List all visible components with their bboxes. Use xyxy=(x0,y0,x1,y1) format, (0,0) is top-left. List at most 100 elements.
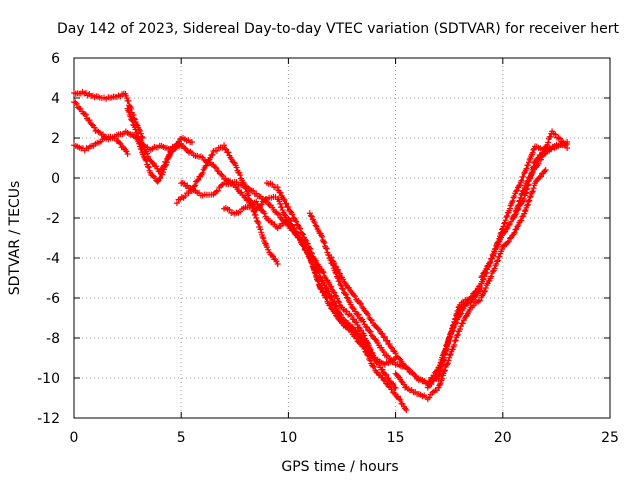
data-point-marker xyxy=(233,164,240,171)
y-tick-label: 0 xyxy=(51,171,60,187)
data-point-marker xyxy=(503,214,510,221)
data-point-marker xyxy=(451,338,458,345)
data-point-marker xyxy=(481,288,488,295)
data-point-marker xyxy=(524,202,531,209)
data-point-marker xyxy=(192,182,199,189)
data-point-marker xyxy=(341,290,348,297)
data-point-marker xyxy=(521,208,528,215)
data-point-marker xyxy=(300,231,307,238)
data-point-marker xyxy=(389,389,396,396)
data-point-marker xyxy=(462,313,469,320)
data-point-marker xyxy=(136,140,143,147)
data-point-marker xyxy=(255,203,262,210)
data-point-marker xyxy=(144,163,151,170)
y-tick-label: -6 xyxy=(46,291,60,307)
data-point-marker xyxy=(287,218,294,225)
data-point-marker xyxy=(383,380,390,387)
data-point-marker xyxy=(453,319,460,326)
data-point-marker xyxy=(513,210,520,217)
data-point-marker xyxy=(365,352,372,359)
y-tick-label: -4 xyxy=(46,251,60,267)
data-point-marker xyxy=(478,274,485,281)
data-point-marker xyxy=(280,195,287,202)
data-point-marker xyxy=(534,155,541,162)
data-point-marker xyxy=(350,316,357,323)
data-point-marker xyxy=(449,327,456,334)
data-point-marker xyxy=(452,337,459,344)
data-point-marker xyxy=(537,173,544,180)
data-point-marker xyxy=(338,282,345,289)
y-tick-label: 6 xyxy=(51,51,60,67)
data-point-marker xyxy=(530,185,537,192)
data-point-marker xyxy=(358,337,365,344)
data-point-marker xyxy=(403,407,410,413)
data-point-marker xyxy=(514,223,521,230)
y-tick-label: 2 xyxy=(51,131,60,147)
data-point-marker xyxy=(124,151,131,157)
data-point-marker xyxy=(564,145,571,151)
data-point-marker xyxy=(490,251,497,258)
x-tick-label: 0 xyxy=(70,430,79,446)
data-point-marker xyxy=(322,284,329,291)
data-point-marker xyxy=(519,213,526,220)
data-point-marker xyxy=(436,381,443,388)
data-point-marker xyxy=(541,168,548,175)
data-point-marker xyxy=(552,131,559,138)
data-point-marker xyxy=(523,165,530,172)
data-point-marker xyxy=(368,317,375,324)
data-point-marker xyxy=(371,363,378,370)
data-point-marker xyxy=(498,229,505,236)
data-point-marker xyxy=(529,188,536,195)
data-point-marker xyxy=(241,194,248,201)
data-point-marker xyxy=(381,333,388,340)
data-point-marker xyxy=(334,295,341,302)
data-point-marker xyxy=(388,386,395,393)
data-point-marker xyxy=(504,239,511,246)
data-point-marker xyxy=(491,265,498,272)
data-point-marker xyxy=(360,318,367,325)
data-point-marker xyxy=(311,219,318,226)
data-point-marker xyxy=(381,377,388,384)
data-point-marker xyxy=(289,211,296,218)
data-point-marker xyxy=(157,174,164,181)
data-point-marker xyxy=(199,169,206,176)
data-point-marker xyxy=(361,332,368,339)
data-point-marker xyxy=(126,109,133,116)
grid-lines xyxy=(74,58,610,418)
data-point-marker xyxy=(188,139,195,145)
data-point-marker xyxy=(365,311,372,318)
data-point-marker xyxy=(82,111,89,118)
data-point-marker xyxy=(398,378,405,385)
data-point-marker xyxy=(166,151,173,158)
data-point-marker xyxy=(511,193,518,200)
data-point-marker xyxy=(313,272,320,279)
data-point-marker xyxy=(502,217,509,224)
data-point-marker xyxy=(343,294,350,301)
series-track-5 xyxy=(135,138,174,185)
data-point-marker xyxy=(356,299,363,306)
data-point-marker xyxy=(397,396,404,403)
data-point-marker xyxy=(500,223,507,230)
data-point-marker xyxy=(222,145,229,152)
data-point-marker xyxy=(213,147,220,154)
data-point-marker xyxy=(456,326,463,333)
data-point-marker xyxy=(308,249,315,256)
data-point-marker xyxy=(301,236,308,243)
data-point-marker xyxy=(492,245,499,252)
data-point-marker xyxy=(446,352,453,359)
data-point-marker xyxy=(358,301,365,308)
data-point-marker xyxy=(387,344,394,351)
data-point-marker xyxy=(142,156,149,163)
data-point-marker xyxy=(396,355,403,362)
data-point-marker xyxy=(81,110,88,117)
data-point-marker xyxy=(336,299,343,306)
data-point-marker xyxy=(458,310,465,317)
data-point-marker xyxy=(545,139,552,146)
data-point-marker xyxy=(483,265,490,272)
data-point-marker xyxy=(396,396,403,403)
data-point-marker xyxy=(252,211,259,218)
data-point-marker xyxy=(515,205,522,212)
data-point-marker xyxy=(441,367,448,374)
data-point-marker xyxy=(535,160,542,167)
data-point-marker xyxy=(268,252,275,259)
